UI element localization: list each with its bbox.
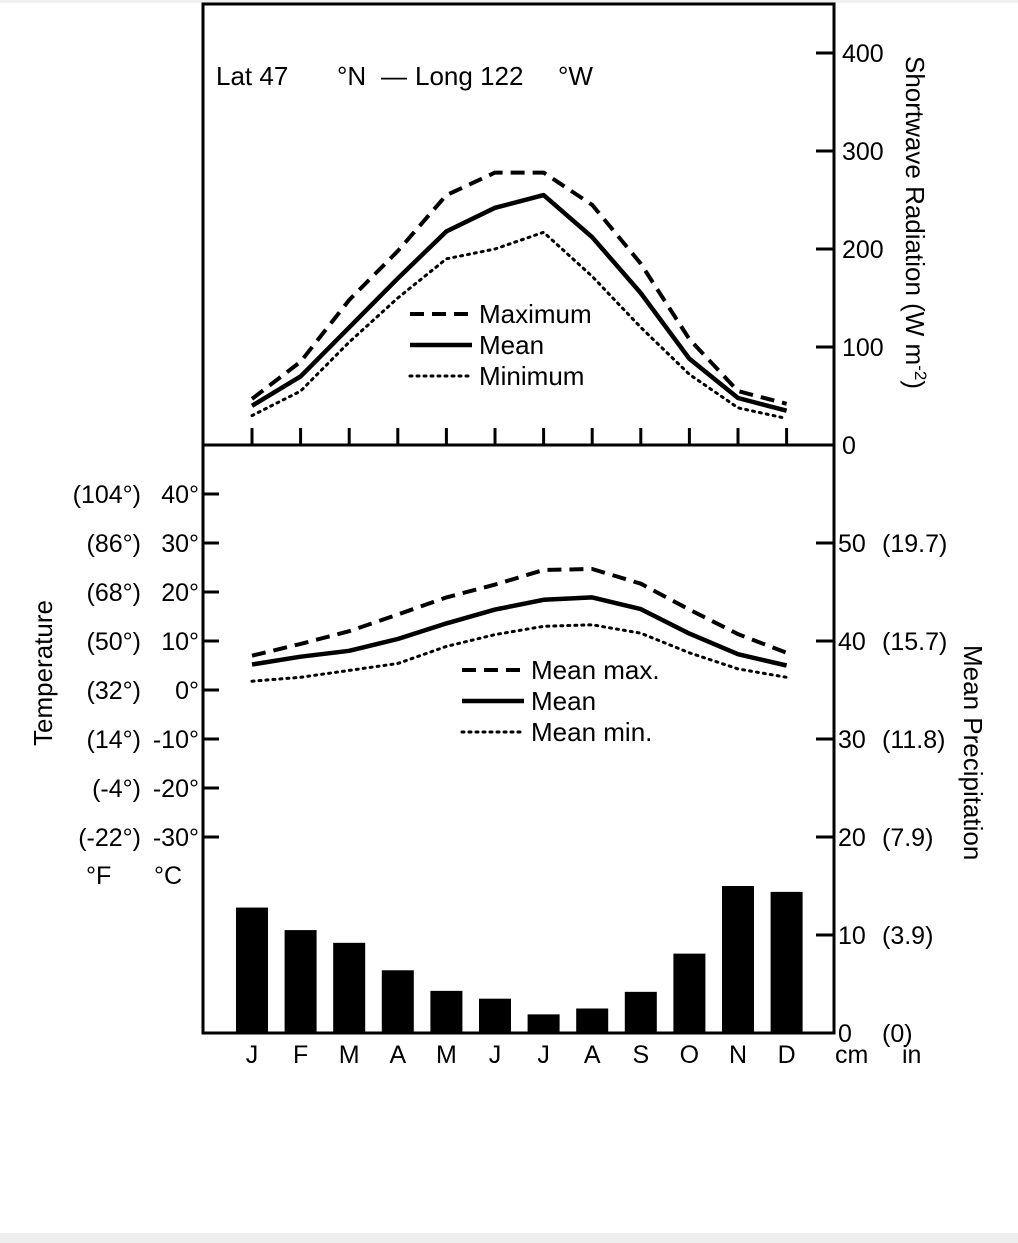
fahrenheit-tick-label: (86°): [87, 530, 141, 558]
celsius-tick-label: -30°: [153, 824, 199, 852]
precipitation-bar: [770, 891, 803, 1033]
precipitation-inch-label: (11.8): [882, 726, 945, 754]
radiation-tick-label: 100: [842, 334, 884, 362]
celsius-tick-label: -10°: [153, 726, 199, 754]
celsius-tick-label: 40°: [161, 481, 199, 509]
precipitation-inch-label: (19.7): [882, 530, 947, 558]
precipitation-bar: [624, 991, 657, 1033]
month-label: A: [389, 1041, 406, 1069]
precipitation-cm-label: 0: [838, 1020, 852, 1048]
precipitation-inch-label: (7.9): [882, 824, 933, 852]
celsius-unit-label: °C: [154, 862, 182, 890]
temperature-series-dashed: [251, 567, 788, 658]
bottom-strip: [0, 1233, 1018, 1243]
celsius-tick-label: 20°: [161, 579, 199, 607]
fahrenheit-tick-label: (32°): [87, 677, 141, 705]
top-strip: [0, 0, 1018, 3]
precipitation-bar: [236, 907, 268, 1033]
fahrenheit-tick-label: (-4°): [92, 775, 141, 803]
month-label: O: [680, 1041, 699, 1069]
celsius-tick-label: -20°: [153, 775, 199, 803]
temperature-axis-title: Temperature: [28, 600, 58, 746]
temperature-series-dotted: [250, 623, 789, 683]
radiation-series-solid: [250, 192, 788, 413]
inch-unit-label: in: [902, 1041, 921, 1069]
month-label: S: [632, 1041, 649, 1069]
radiation-tick-label: 0: [842, 432, 856, 460]
month-label: J: [246, 1041, 259, 1069]
precipitation-bar: [284, 930, 317, 1033]
celsius-tick-label: 0°: [175, 677, 199, 705]
radiation-legend-label: Minimum: [479, 361, 584, 391]
precipitation-inch-label: (0): [882, 1020, 913, 1048]
precipitation-bar: [479, 998, 511, 1033]
precipitation-bar: [527, 1014, 560, 1033]
precipitation-cm-label: 50: [838, 530, 866, 558]
month-label: M: [436, 1041, 457, 1069]
month-label: J: [537, 1041, 550, 1069]
precipitation-axis-title: Mean Precipitation: [958, 645, 988, 860]
temperature-legend-label: Mean min.: [531, 717, 652, 747]
month-label: D: [778, 1041, 796, 1069]
radiation-tick-label: 400: [842, 40, 884, 68]
precipitation-bar: [430, 990, 463, 1033]
precipitation-bar: [333, 942, 366, 1033]
precipitation-bar: [673, 953, 706, 1033]
radiation-legend-label: Maximum: [479, 299, 592, 329]
precipitation-cm-label: 30: [838, 726, 866, 754]
fahrenheit-tick-label: (104°): [73, 481, 141, 509]
radiation-series-dashed: [250, 170, 788, 406]
generated-marks: 0100200300400MaximumMeanMinimum40°(104°)…: [73, 40, 948, 1069]
precipitation-inch-label: (3.9): [882, 922, 933, 950]
lat-unit: °N: [337, 61, 366, 91]
fahrenheit-tick-label: (-22°): [78, 824, 141, 852]
radiation-legend-label: Mean: [479, 330, 544, 360]
precipitation-cm-label: 40: [838, 628, 866, 656]
month-label: J: [489, 1041, 502, 1069]
radiation-tick-label: 300: [842, 138, 884, 166]
month-label: F: [293, 1041, 308, 1069]
radiation-tick-label: 200: [842, 236, 884, 264]
month-label: A: [584, 1041, 601, 1069]
fahrenheit-tick-label: (50°): [87, 628, 141, 656]
celsius-tick-label: 30°: [161, 530, 199, 558]
radiation-series-dotted: [250, 230, 789, 420]
temperature-legend-label: Mean: [531, 686, 596, 716]
fahrenheit-tick-label: (68°): [87, 579, 141, 607]
radiation-axis-title-text: Shortwave Radiation (W m: [900, 56, 930, 365]
radiation-axis-close: ): [900, 380, 930, 389]
radiation-axis-exponent: -2: [912, 365, 931, 380]
precipitation-bar: [722, 886, 754, 1033]
temperature-series-solid: [251, 595, 788, 668]
month-label: N: [729, 1041, 747, 1069]
coord-separator: —: [381, 61, 407, 91]
lat-label: Lat 47: [216, 61, 288, 91]
cm-unit-label: cm: [835, 1041, 868, 1069]
celsius-tick-label: 10°: [161, 628, 199, 656]
month-label: M: [339, 1041, 360, 1069]
temperature-legend-label: Mean max.: [531, 655, 660, 685]
fahrenheit-tick-label: (14°): [87, 726, 141, 754]
precipitation-bar: [381, 970, 414, 1033]
radiation-axis-title: Shortwave Radiation (W m-2): [900, 56, 931, 389]
precipitation-inch-label: (15.7): [882, 628, 947, 656]
precipitation-bar: [576, 1008, 609, 1033]
long-label: Long 122: [415, 61, 523, 91]
fahrenheit-unit-label: °F: [86, 862, 111, 890]
precipitation-cm-label: 20: [838, 824, 866, 852]
long-unit: °W: [558, 61, 593, 91]
precipitation-cm-label: 10: [838, 922, 866, 950]
